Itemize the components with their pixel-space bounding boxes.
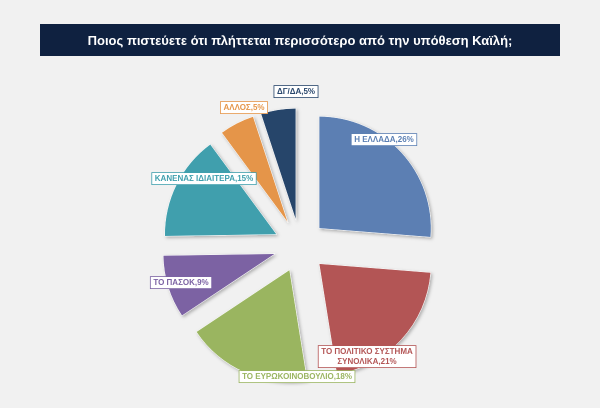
- slice-label: ΑΛΛΟΣ,5%: [220, 101, 268, 115]
- pie-slice: [221, 116, 289, 224]
- slice-label: ΤΟ ΕΥΡΩΚΟΙΝΟΒΟΥΛΙΟ,18%: [238, 370, 356, 384]
- slice-label: Η ΕΛΛΑΔΑ,26%: [350, 133, 418, 147]
- slice-label-text: ΤΟ ΠΟΛΙΤΙΚΟ ΣΥΣΤΗΜΑ: [321, 347, 413, 356]
- slice-label: ΚΑΝΕΝΑΣ ΙΔΙΑΙΤΕΡΑ,15%: [151, 172, 257, 186]
- chart-title: Ποιος πιστεύετε ότι πλήττεται περισσότερ…: [40, 24, 560, 56]
- slice-label-box: [273, 85, 319, 99]
- slice-label-text: ΤΟ ΠΑΣΟΚ,9%: [153, 278, 208, 287]
- slice-label-text: ΑΛΛΟΣ,5%: [223, 103, 264, 112]
- slice-labels: Η ΕΛΛΑΔΑ,26% ΤΟ ΠΟΛΙΤΙΚΟ ΣΥΣΤΗΜΑΣΥΝΟΛΙΚΑ,…: [149, 85, 418, 384]
- slice-label-box: [317, 345, 417, 369]
- slice-label-box: [149, 276, 213, 290]
- slice-label: ΤΟ ΠΑΣΟΚ,9%: [149, 276, 213, 290]
- slice-label-text: ΚΑΝΕΝΑΣ ΙΔΙΑΙΤΕΡΑ,15%: [155, 174, 253, 183]
- pie-slice: [318, 116, 432, 238]
- slice-label-text: ΔΓ/ΔΑ,5%: [277, 87, 315, 96]
- slice-label-text: ΤΟ ΕΥΡΩΚΟΙΝΟΒΟΥΛΙΟ,18%: [242, 372, 352, 381]
- pie-slices: [162, 108, 432, 383]
- slice-label-box: [238, 370, 356, 384]
- slice-label-text: Η ΕΛΛΑΔΑ,26%: [354, 135, 414, 144]
- slice-label-box: [350, 133, 418, 147]
- slice-label: ΔΓ/ΔΑ,5%: [273, 85, 319, 99]
- slice-label-box: [220, 101, 268, 115]
- slice-label-text: ΣΥΝΟΛΙΚΑ,21%: [337, 357, 396, 366]
- slice-label-box: [151, 172, 257, 186]
